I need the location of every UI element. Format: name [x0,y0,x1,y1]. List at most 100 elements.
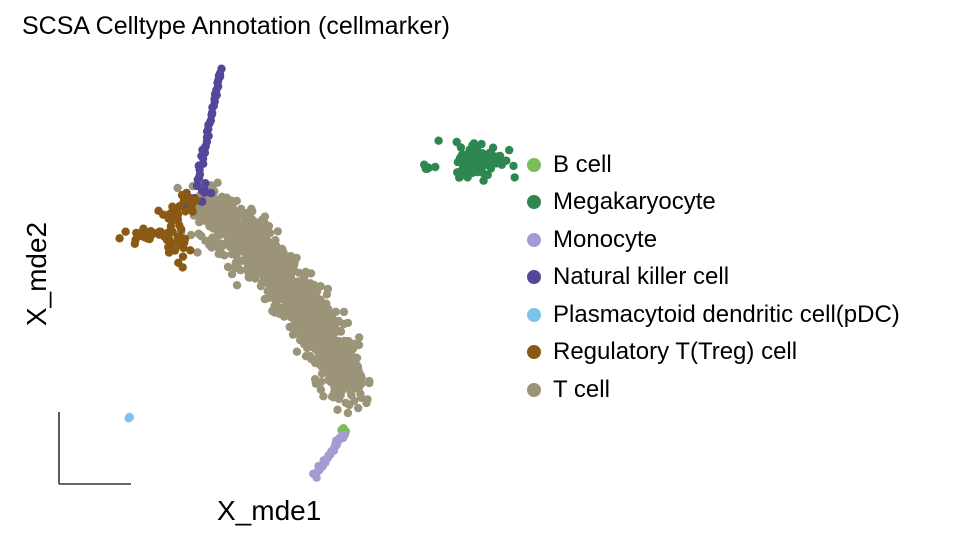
scatter-point [164,229,173,238]
scatter-point [294,268,304,277]
scatter-point [276,268,285,277]
scatter-point [217,64,226,73]
scatter-point [315,307,324,316]
scatter-point [287,313,296,322]
scatter-point [345,364,355,373]
legend-marker [527,232,541,247]
scatter-point [115,234,124,243]
scatter-point [345,343,354,353]
scatter-point [342,383,351,392]
scatter-point [343,318,353,328]
scatter-point [321,336,331,345]
scatter-point [166,222,176,231]
scatter-point [350,396,359,405]
scatter-point [194,229,203,238]
scatter-point [292,304,301,313]
legend-item: Regulatory T(Treg) cell [527,334,900,372]
scatter-point [333,353,343,363]
scatter-point [256,258,265,267]
scatter-point [243,260,253,269]
chart-title: SCSA Celltype Annotation (cellmarker) [22,12,450,40]
legend-marker [527,195,541,210]
scatter-point [256,252,265,261]
legend-item: Natural killer cell [527,259,900,297]
legend-label: B cell [553,150,612,178]
scatter-point [339,307,349,317]
y-axis-label: X_mde2 [21,221,52,327]
scatter-point [238,234,248,243]
scatter-point [222,222,232,232]
scatter-point [299,329,309,338]
scatter-point [325,354,334,364]
scatter-point [325,344,335,353]
scatter-point [458,163,468,173]
legend-item: Monocyte [527,221,900,259]
scatter-point [207,242,216,251]
scatter-point [306,342,315,352]
scatter-point [329,360,338,370]
scatter-point [208,233,218,242]
scatter-point [287,259,297,269]
scatter-point [460,154,469,163]
scatter-point [186,246,195,255]
scatter-point [273,227,282,236]
scatter-point [250,217,259,227]
scatter-point [272,300,281,309]
scatter-point [479,176,488,185]
scatter-point [311,379,321,388]
scatter-point [223,262,233,272]
scatter-point [222,230,231,239]
scatter-point [338,376,347,385]
scatter-point [340,430,349,440]
legend-marker [527,345,541,360]
scatter-point [201,213,210,222]
scatter-point [269,238,278,247]
scatter-point [173,238,182,247]
scatter-point [318,313,327,323]
scatter-point [329,316,338,325]
scatter-point [431,162,440,172]
scatter-point [243,247,252,257]
scatter-point [168,211,177,220]
scatter-point [275,291,285,300]
legend-marker [527,307,541,322]
scatter-point [139,227,149,236]
scatter-point [200,188,209,197]
scatter-point [292,347,302,356]
legend-label: Regulatory T(Treg) cell [553,338,798,366]
scatter-point [357,379,366,388]
scatter-point [264,273,273,283]
scatter-point [249,267,259,276]
scatter-point [341,398,351,408]
scatter-point [299,277,309,286]
scatter-point [357,393,366,402]
scatter-point [238,210,247,220]
scatter-point [260,246,269,255]
scatter-point [365,378,374,388]
scatter-point [260,212,270,221]
scatter-point [340,358,349,367]
scatter-point [510,173,519,182]
scatter-point [311,325,321,334]
scatter-point [231,258,240,267]
legend-marker [527,382,541,397]
scatter-point [232,281,242,290]
scatter-point [476,157,485,167]
legend-marker [527,157,541,172]
scatter-point [505,145,514,155]
scatter-point [222,193,231,202]
scatter-point [171,204,181,213]
scatter-point [236,265,245,275]
scatter-point [355,333,364,342]
scatter-point [332,338,342,347]
scatter-point [212,224,221,233]
scatter-point [178,252,188,261]
scatter-point [260,240,270,249]
scatter-point [316,282,325,291]
scatter-point [343,408,353,418]
scatter-point [213,211,223,220]
scatter-point [340,336,349,346]
scatter-point [271,283,280,292]
scatter-point [228,212,237,221]
scatter-point [463,173,472,182]
